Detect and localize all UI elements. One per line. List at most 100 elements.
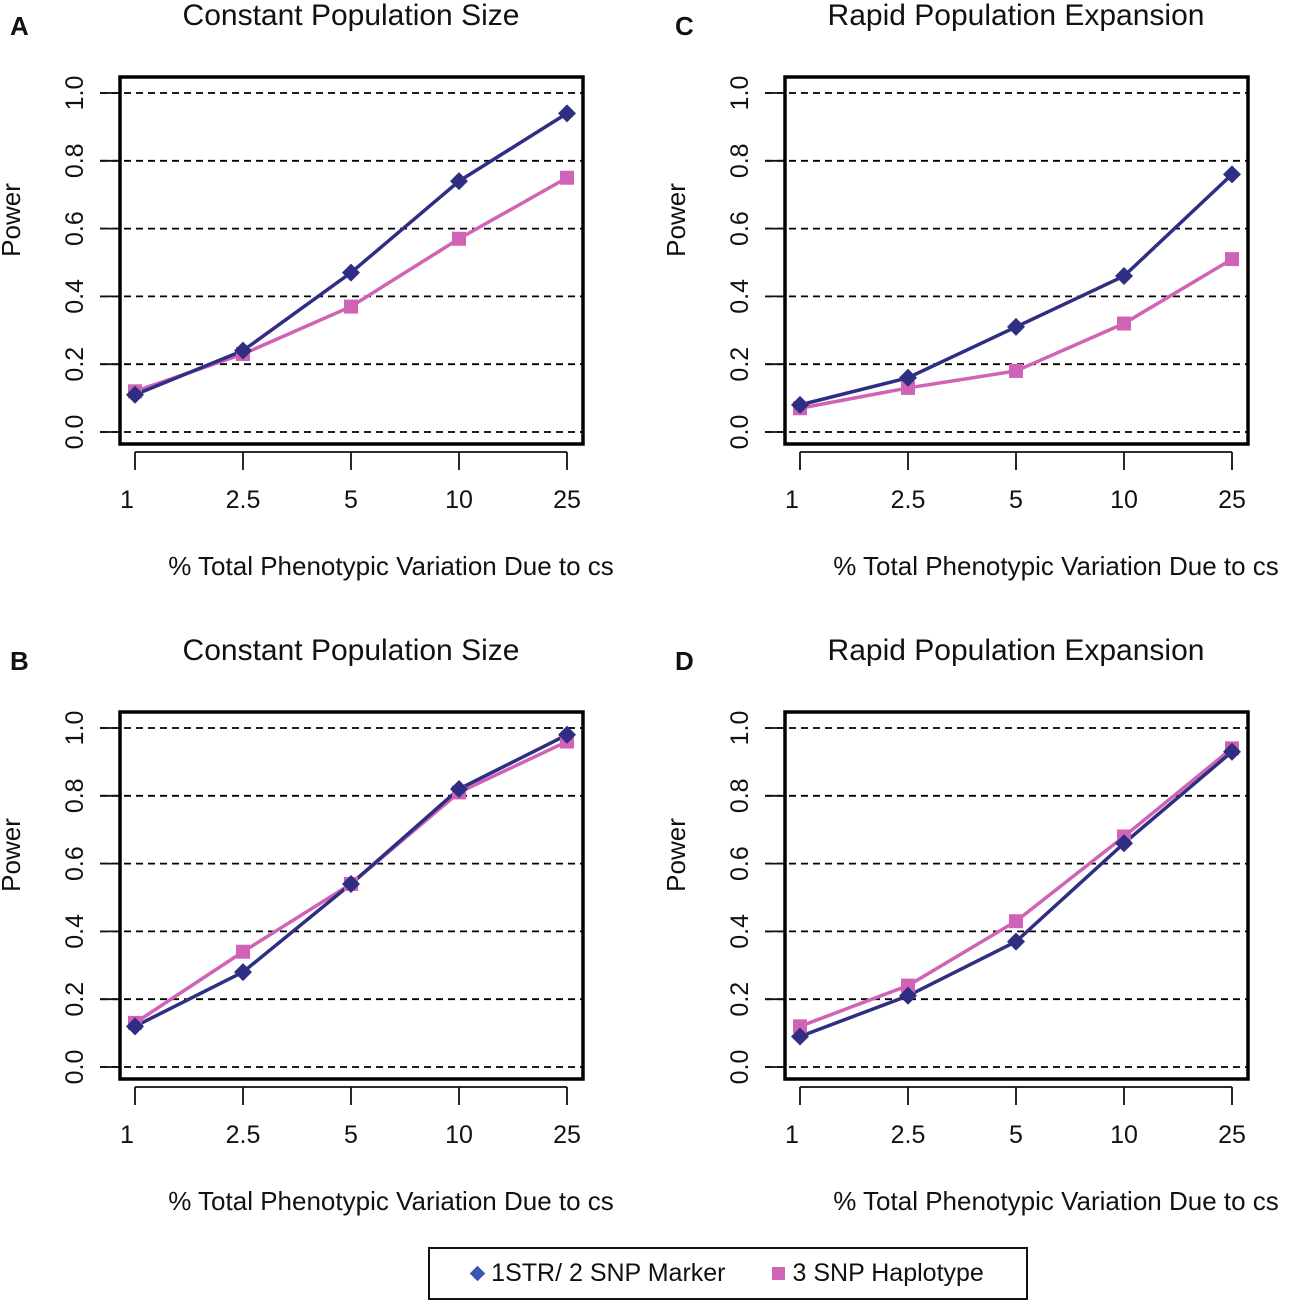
y-tick-label: 0.2 xyxy=(726,982,754,1017)
y-tick-label: 0.4 xyxy=(61,279,89,314)
x-tick-label: 2.5 xyxy=(226,1121,261,1149)
point-snp-haplotype xyxy=(793,1019,807,1034)
y-tick-label: 0.2 xyxy=(61,347,89,382)
y-tick-label: 0.6 xyxy=(61,211,89,246)
panel-letter: C xyxy=(675,11,694,41)
x-axis-label: % Total Phenotypic Variation Due to cs xyxy=(833,1186,1279,1216)
point-snp-haplotype xyxy=(1117,316,1131,331)
panel-letter: A xyxy=(10,11,29,41)
point-str-marker xyxy=(791,395,809,414)
y-tick-label: 0.6 xyxy=(61,846,89,881)
point-snp-haplotype xyxy=(901,978,915,993)
y-axis-label: Power xyxy=(661,818,691,892)
point-str-marker xyxy=(1115,267,1133,286)
point-snp-haplotype xyxy=(901,380,915,395)
point-snp-haplotype xyxy=(1009,363,1023,378)
point-str-marker xyxy=(450,172,468,191)
point-str-marker xyxy=(450,780,468,799)
legend-item-snp-haplotype: 3 SNP Haplotype xyxy=(771,1259,984,1288)
x-tick-label: 1 xyxy=(120,486,134,514)
series-line-str-marker xyxy=(799,750,1234,1039)
y-tick-label: 0.4 xyxy=(726,914,754,949)
x-tick-label: 10 xyxy=(1110,486,1138,514)
y-tick-label: 1.0 xyxy=(726,711,754,746)
point-snp-haplotype xyxy=(560,170,574,185)
y-tick-label: 0.6 xyxy=(726,846,754,881)
panel-c: C Rapid Population Expansion 0.0 0.2 0.4 0.6 0… xyxy=(661,0,1279,581)
panel-b: B Constant Population Size 0.0 0.2 0.4 0.6 0.8… xyxy=(0,634,614,1216)
point-snp-haplotype xyxy=(1009,914,1023,929)
point-str-marker xyxy=(126,1017,144,1036)
point-str-marker xyxy=(1007,932,1025,951)
point-str-marker xyxy=(342,263,360,282)
point-str-marker xyxy=(342,874,360,893)
x-tick-label: 2.5 xyxy=(226,486,261,514)
point-snp-haplotype xyxy=(452,231,466,246)
x-tick-label: 10 xyxy=(1110,1121,1138,1149)
legend-item-str-marker: 1STR/ 2 SNP Marker xyxy=(469,1259,726,1288)
point-str-marker xyxy=(899,368,917,387)
x-tick-label: 1 xyxy=(120,1121,134,1149)
chart-title: Constant Population Size xyxy=(183,634,520,667)
y-tick-label: 0.0 xyxy=(61,1050,89,1085)
series-line-str-marker xyxy=(134,111,568,397)
chart-title: Rapid Population Expansion xyxy=(828,0,1205,32)
y-tick-label: 0.8 xyxy=(726,778,754,813)
y-tick-label: 1.0 xyxy=(726,76,754,111)
panel-letter: D xyxy=(675,646,694,676)
panel-d: D Rapid Population Expansion 0.0 0.2 0.4 0.6 0… xyxy=(661,634,1279,1216)
x-tick-label: 1 xyxy=(785,486,799,514)
plot-frame xyxy=(783,75,1250,446)
plot-frame xyxy=(118,75,585,446)
point-str-marker xyxy=(1223,742,1241,761)
y-tick-label: 0.4 xyxy=(726,279,754,314)
point-str-marker xyxy=(558,104,576,123)
y-axis-label: Power xyxy=(0,818,26,892)
x-tick-label: 5 xyxy=(344,1121,358,1149)
x-tick-label: 25 xyxy=(1218,1121,1246,1149)
panel-letter: B xyxy=(10,646,29,676)
y-tick-label: 0.2 xyxy=(726,347,754,382)
panel-a: A Constant Population Size 0.0 0.2 0.4 0.6 0.8… xyxy=(0,0,614,581)
x-tick-label: 2.5 xyxy=(891,486,926,514)
point-str-marker xyxy=(899,986,917,1005)
point-snp-haplotype xyxy=(236,944,250,959)
chart-title: Constant Population Size xyxy=(183,0,520,32)
point-str-marker xyxy=(1007,317,1025,336)
point-str-marker xyxy=(234,963,252,982)
y-tick-label: 1.0 xyxy=(61,76,89,111)
legend-label-snp-haplotype: 3 SNP Haplotype xyxy=(792,1259,984,1287)
x-tick-label: 10 xyxy=(445,1121,473,1149)
legend: 1STR/ 2 SNP Marker 3 SNP Haplotype xyxy=(428,1247,1028,1300)
x-tick-label: 2.5 xyxy=(891,1121,926,1149)
x-tick-label: 10 xyxy=(445,486,473,514)
x-tick-label: 5 xyxy=(1009,1121,1023,1149)
y-tick-label: 0.8 xyxy=(61,778,89,813)
y-tick-label: 0.0 xyxy=(61,415,89,450)
x-tick-label: 25 xyxy=(1218,486,1246,514)
x-tick-label: 5 xyxy=(344,486,358,514)
y-tick-label: 0.8 xyxy=(61,143,89,178)
y-tick-label: 0.0 xyxy=(726,415,754,450)
point-str-marker xyxy=(234,341,252,360)
square-icon xyxy=(771,1267,785,1280)
x-tick-label: 5 xyxy=(1009,486,1023,514)
chart-title: Rapid Population Expansion xyxy=(828,634,1205,667)
x-axis-label: % Total Phenotypic Variation Due to cs xyxy=(168,1186,614,1216)
point-snp-haplotype xyxy=(1225,252,1239,267)
series-line-snp-haplotype xyxy=(134,176,568,393)
point-snp-haplotype xyxy=(344,299,358,314)
x-tick-label: 25 xyxy=(553,1121,581,1149)
plot-frame xyxy=(118,710,585,1081)
y-tick-label: 0.6 xyxy=(726,211,754,246)
point-str-marker xyxy=(126,385,144,404)
legend-label-str-marker: 1STR/ 2 SNP Marker xyxy=(491,1259,726,1287)
plot-frame xyxy=(783,710,1250,1081)
y-tick-label: 1.0 xyxy=(61,711,89,746)
y-tick-label: 0.2 xyxy=(61,982,89,1017)
y-axis-label: Power xyxy=(661,183,691,257)
series-line-snp-haplotype xyxy=(799,746,1234,1028)
x-axis-label: % Total Phenotypic Variation Due to cs xyxy=(168,551,614,581)
y-axis-label: Power xyxy=(0,183,26,257)
